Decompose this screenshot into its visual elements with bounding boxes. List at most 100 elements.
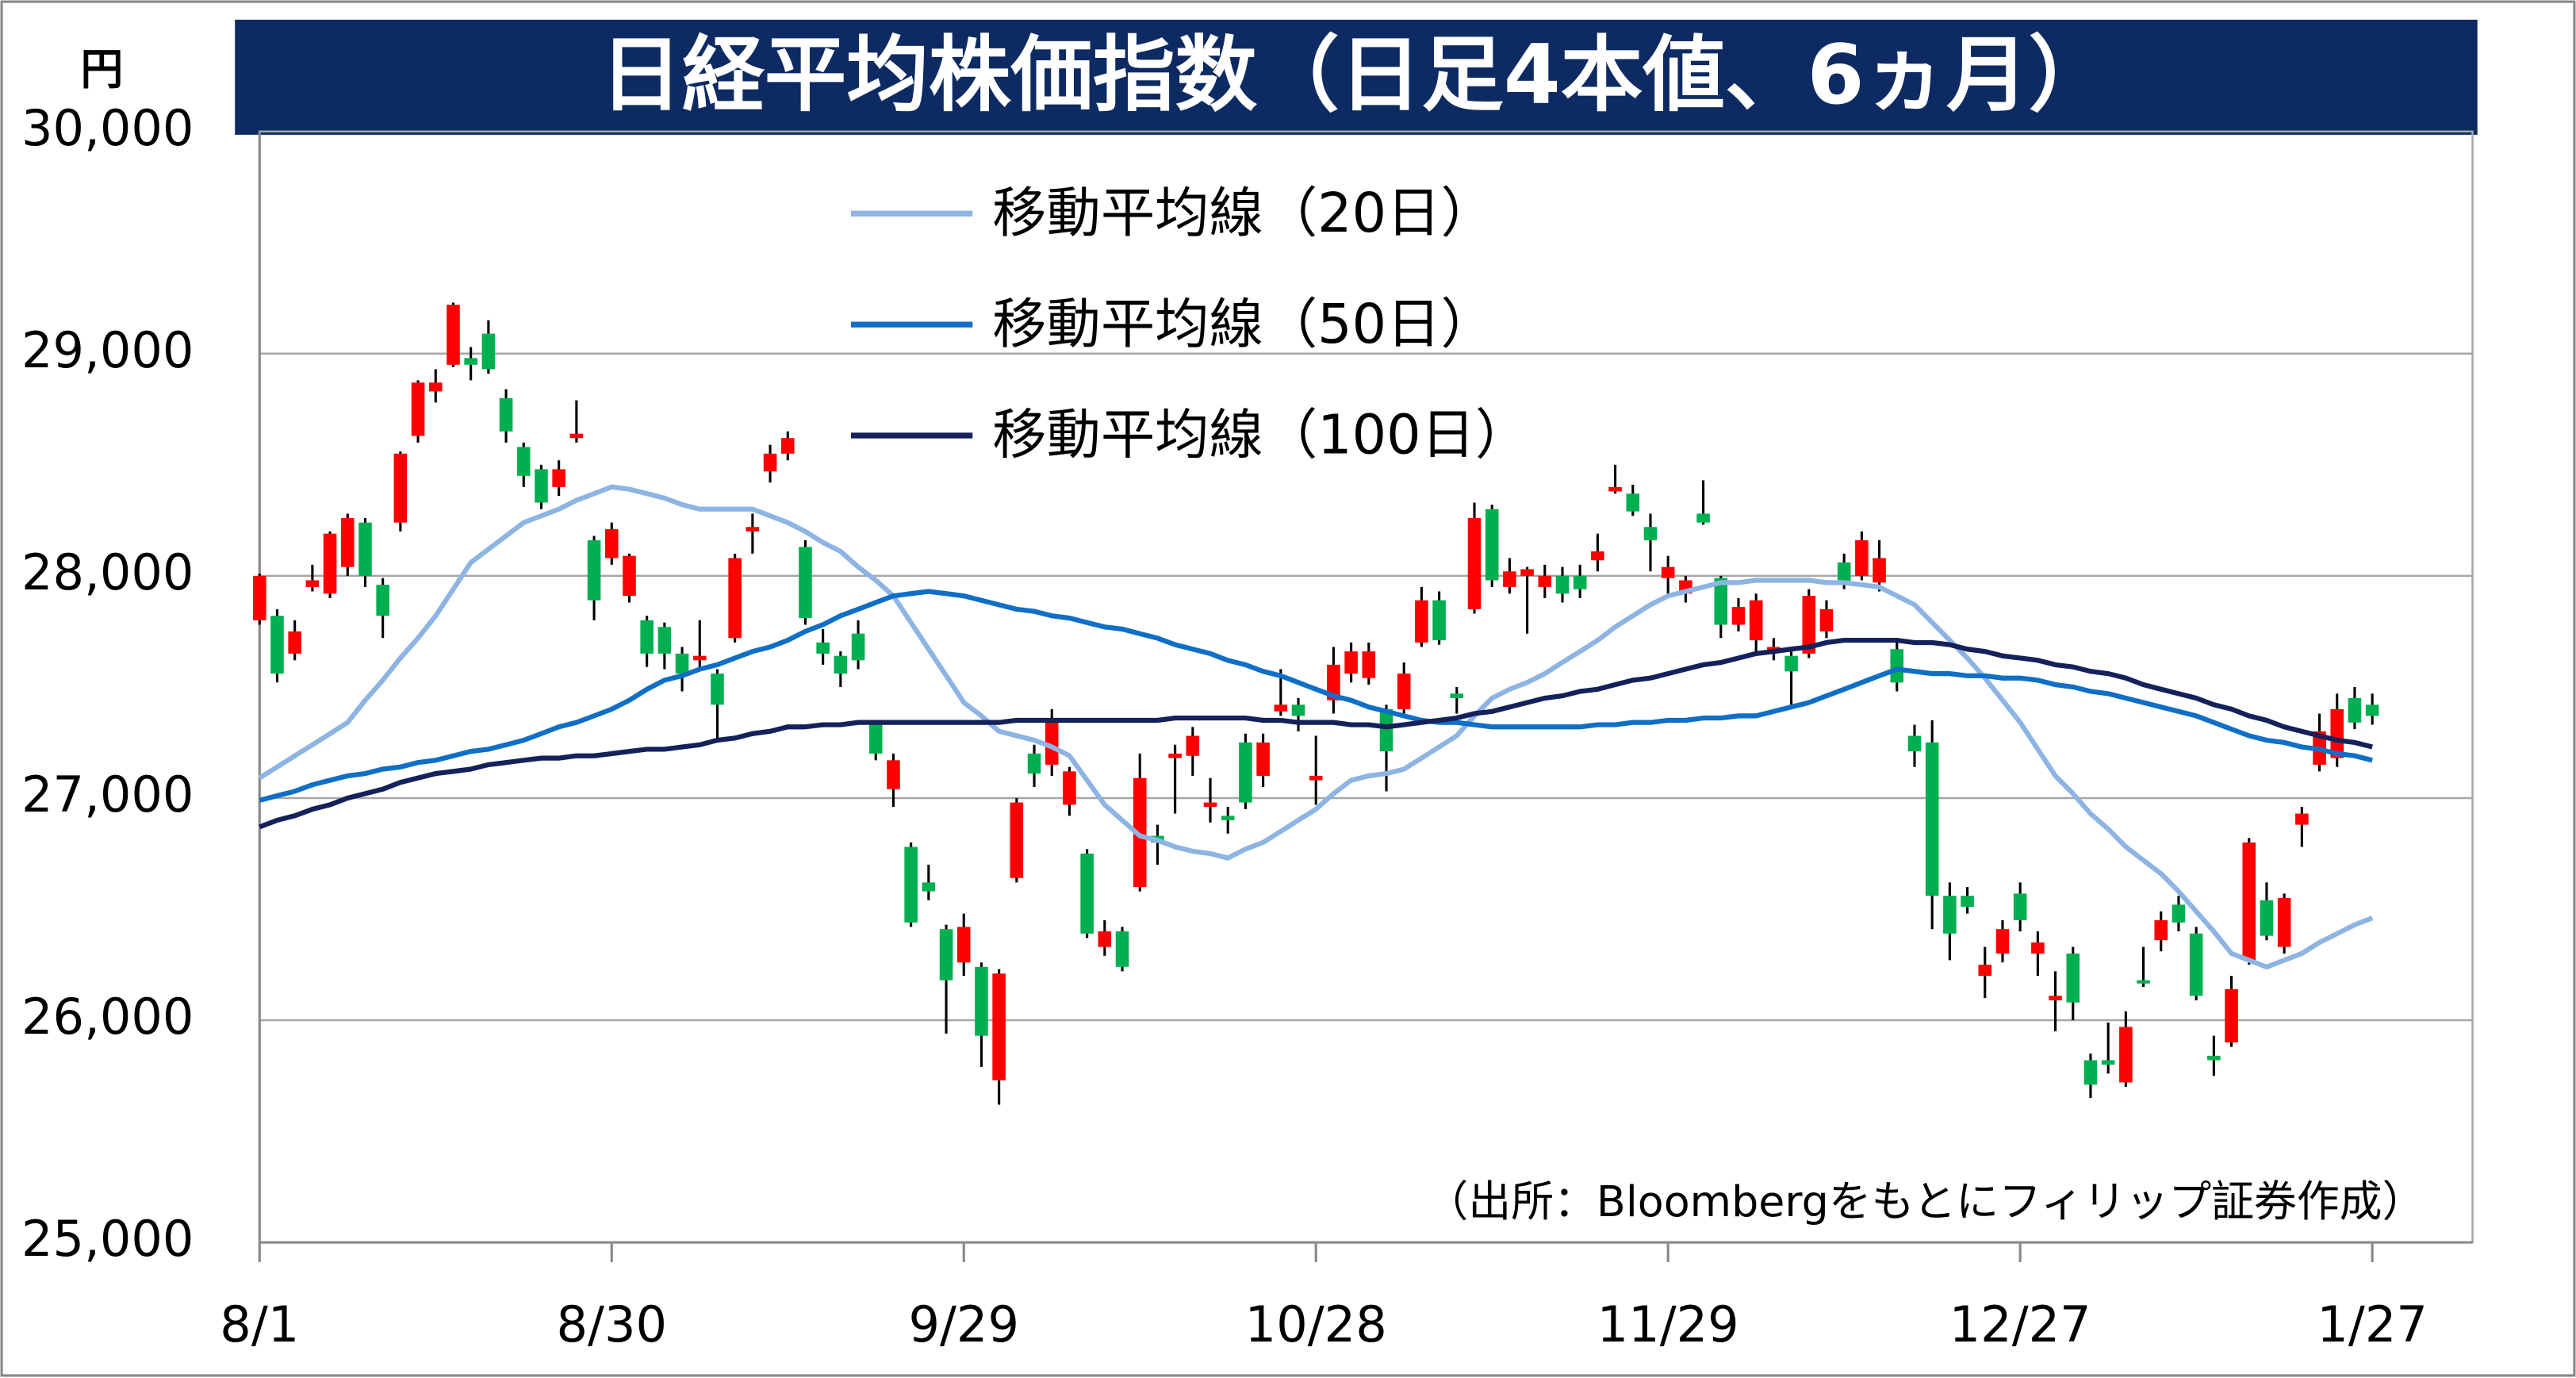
candle-body	[1379, 708, 1393, 752]
candle-body	[2119, 1027, 2133, 1083]
candle-body	[1626, 493, 1640, 512]
candle-body	[2348, 697, 2362, 723]
candle-body	[1503, 571, 1516, 587]
moving-average-line	[259, 637, 2373, 830]
candle-body	[1397, 674, 1411, 709]
moving-average-line	[259, 589, 2373, 803]
candle-body	[393, 453, 408, 523]
candle-body	[2101, 1060, 2115, 1065]
candle-body	[2277, 897, 2291, 947]
candle-body	[1943, 896, 1957, 934]
candle-body	[1063, 771, 1076, 805]
candle-body	[1749, 600, 1763, 641]
candle-body	[535, 469, 548, 503]
candle-body	[2207, 1055, 2221, 1061]
candle-body	[851, 633, 865, 661]
x-tick-label: 8/30	[557, 1295, 668, 1353]
candle-body	[2031, 942, 2045, 954]
y-unit: 円	[81, 44, 124, 94]
candle-body	[1168, 753, 1182, 758]
candle-body	[799, 547, 812, 619]
candle-body	[464, 358, 477, 365]
candle-body	[1080, 853, 1094, 934]
y-tick-label: 25,000	[21, 1210, 194, 1268]
candle-body	[1415, 600, 1428, 643]
candle-body	[1133, 777, 1147, 887]
candle-body	[992, 973, 1006, 1081]
candle-body	[2260, 900, 2274, 936]
candle-body	[1256, 742, 1270, 776]
x-tick-label: 9/29	[908, 1295, 1019, 1353]
candle-body	[780, 438, 795, 454]
candle-body	[428, 382, 443, 392]
candle-body	[1045, 722, 1059, 765]
candle-body	[2225, 988, 2238, 1043]
candle-body	[2295, 813, 2309, 825]
candle-body	[1890, 649, 1904, 683]
candle-body	[623, 555, 636, 597]
candle-body	[447, 305, 460, 365]
candle-body	[499, 397, 513, 432]
candle-body	[1907, 735, 1922, 752]
candle-body	[1098, 931, 1112, 947]
candle-body	[922, 882, 936, 892]
candle-body	[2365, 704, 2379, 716]
candle-body	[746, 527, 760, 532]
candle-body	[2137, 980, 2150, 984]
candle-body	[956, 927, 971, 963]
candle-body	[2154, 919, 2168, 941]
candle-body	[816, 642, 830, 654]
moving-average-line	[258, 484, 2374, 970]
candle-body	[1203, 802, 1217, 808]
candle-body	[1995, 929, 2010, 954]
x-tick-label: 10/28	[1245, 1295, 1387, 1353]
candle-body	[2172, 904, 2186, 923]
y-tick-label: 27,000	[21, 766, 194, 823]
candle-body	[552, 469, 565, 487]
candle-body	[253, 575, 266, 620]
candle-body	[1873, 558, 1886, 583]
candle-body	[1591, 551, 1604, 561]
candle-body	[323, 533, 337, 594]
candle-body	[939, 929, 953, 981]
candle-body	[763, 453, 777, 472]
candle-body	[376, 585, 389, 616]
candle-body	[975, 966, 988, 1036]
candle-body	[2049, 996, 2062, 1000]
chart-title: 日経平均株価指数（日足4本値、6ヵ月）	[600, 28, 2111, 123]
x-tick-label: 12/27	[1949, 1295, 2091, 1353]
candle-body	[1010, 802, 1024, 878]
y-tick-label: 26,000	[21, 988, 194, 1046]
candle-body	[1855, 540, 1869, 576]
candle-body	[411, 382, 425, 436]
candle-body	[1714, 578, 1728, 625]
candle-body	[1221, 816, 1235, 820]
candle-body	[2013, 893, 2027, 920]
candle-body	[1802, 596, 1816, 654]
candle-body	[1467, 518, 1482, 609]
candle-body	[640, 620, 654, 654]
candle-body	[1784, 655, 1798, 672]
candle-body	[1027, 753, 1041, 774]
candle-body	[1115, 931, 1129, 967]
candle-body	[2066, 953, 2080, 1003]
candle-body	[288, 631, 301, 654]
candle-body	[1538, 575, 1552, 587]
candle-body	[1186, 735, 1200, 756]
candle-body	[675, 653, 689, 674]
candle-body	[1327, 664, 1340, 701]
candle-body	[904, 846, 918, 923]
candle-body	[270, 616, 284, 674]
candle-body	[1661, 566, 1675, 578]
candle-body	[1643, 527, 1658, 541]
candle-body	[1344, 651, 1358, 674]
candle-body	[1239, 742, 1252, 803]
candle-body	[1291, 704, 1305, 716]
candle-body	[305, 580, 320, 587]
candle-body	[604, 529, 619, 558]
candle-body	[692, 655, 707, 661]
y-tick-label: 28,000	[21, 543, 194, 601]
candle-body	[516, 447, 531, 476]
